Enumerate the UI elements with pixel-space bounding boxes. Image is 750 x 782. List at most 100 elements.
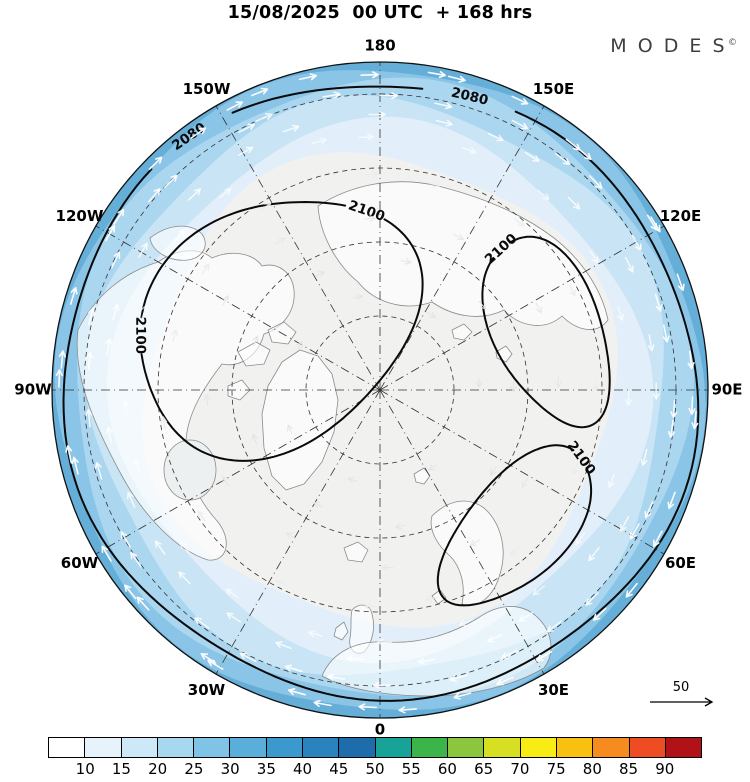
wind-arrow xyxy=(326,673,346,681)
longitude-label: 150W xyxy=(183,80,231,98)
wind-arrow xyxy=(164,174,178,189)
wind-arrow xyxy=(190,127,207,139)
wind-arrow xyxy=(653,530,663,548)
wind-arrow xyxy=(284,664,303,673)
wind-arrow xyxy=(688,396,696,415)
wind-arrow xyxy=(546,620,562,633)
wind-arrow xyxy=(567,196,581,210)
longitude-line xyxy=(379,105,545,391)
colorbar-tick-label: 25 xyxy=(184,760,204,778)
wind-arrow xyxy=(427,70,447,78)
coastline xyxy=(431,589,447,605)
wind-arrow xyxy=(255,113,273,122)
contour-2100 xyxy=(481,235,611,429)
wind-arrow xyxy=(588,547,600,562)
coastline xyxy=(451,323,473,341)
wind-arrow xyxy=(667,491,676,510)
longitude-label: 60E xyxy=(665,554,696,572)
wind-arrow xyxy=(225,588,239,599)
colorbar-tick-label: 40 xyxy=(293,760,313,778)
wind-arrow xyxy=(276,579,288,587)
wind-arrow xyxy=(105,426,113,444)
wind-arrow xyxy=(500,649,518,659)
colorbar-tick-label: 75 xyxy=(546,760,566,778)
coastline xyxy=(76,250,295,561)
wind-arrow xyxy=(138,242,148,258)
wind-arrow xyxy=(200,653,217,664)
wind-arrow xyxy=(652,382,660,400)
wind-arrow xyxy=(239,652,257,663)
wind-arrow xyxy=(259,203,272,211)
contour-2100 xyxy=(436,444,593,607)
wind-arrow xyxy=(536,650,553,662)
wind-arrow xyxy=(251,433,258,445)
longitude-label: 0 xyxy=(375,721,385,736)
wind-arrow xyxy=(252,335,259,346)
wind-arrow xyxy=(141,304,149,320)
wind-arrow xyxy=(577,147,592,160)
wind-arrow xyxy=(154,540,166,555)
colorbar-segment xyxy=(121,738,158,757)
wind-arrow xyxy=(453,692,472,700)
wind-arrow xyxy=(650,216,661,233)
longitude-label: 90W xyxy=(14,381,52,399)
colorbar-segment xyxy=(230,738,267,757)
wind-arrow xyxy=(427,311,436,319)
coastline xyxy=(333,621,349,641)
contour-2080 xyxy=(62,110,700,702)
wind-arrow xyxy=(363,215,376,222)
colorbar-tick-label: 50 xyxy=(365,760,385,778)
coastline xyxy=(317,181,609,330)
wind-arrow xyxy=(88,307,96,326)
colorbar-tick-label: 65 xyxy=(474,760,494,778)
wind-arrow xyxy=(368,110,386,118)
wind-arrow xyxy=(647,334,655,352)
wind-arrow xyxy=(381,564,394,571)
wind-arrow xyxy=(346,655,364,662)
colorbar-segment xyxy=(302,738,340,757)
colorbar-segment xyxy=(49,738,86,757)
wind-arrow xyxy=(510,381,518,393)
wind-arrow xyxy=(358,133,374,141)
wind-arrow xyxy=(85,409,93,428)
wind-arrow xyxy=(398,706,417,714)
longitude-label: 60W xyxy=(61,554,99,572)
wind-arrow xyxy=(670,399,678,419)
wind-arrow xyxy=(171,329,178,343)
wind-arrow xyxy=(127,491,136,508)
wind-arrow xyxy=(298,73,317,81)
brand-copyright-mark: © xyxy=(728,37,737,48)
wind-arrow xyxy=(222,475,229,487)
longitude-line xyxy=(379,389,545,675)
wind-arrow xyxy=(589,175,603,189)
wind-arrow xyxy=(372,681,392,689)
wind-arrow xyxy=(69,287,78,305)
wind-arrow xyxy=(101,545,112,562)
wind-arrow xyxy=(364,603,378,610)
wind-arrow xyxy=(188,188,201,201)
wind-arrow xyxy=(532,585,545,596)
colorbar-tick-label: 30 xyxy=(220,760,240,778)
longitude-line xyxy=(215,389,381,675)
longitude-label: 150E xyxy=(533,80,575,98)
wind-arrow xyxy=(124,584,137,600)
wind-arrow xyxy=(238,146,254,156)
wind-arrow xyxy=(365,170,379,178)
colorbar-segment xyxy=(194,738,231,757)
colorbar-tick-label: 55 xyxy=(401,760,421,778)
reference-arrow: 50 xyxy=(650,680,714,707)
map-rim xyxy=(51,61,709,719)
wind-arrow xyxy=(65,445,73,464)
wind-arrow xyxy=(55,369,63,388)
colorbar-segment xyxy=(339,738,376,757)
coastline xyxy=(413,467,431,485)
wind-arrow xyxy=(203,393,211,406)
wind-arrow xyxy=(496,676,514,686)
wind-arrow xyxy=(511,119,529,130)
wind-arrow xyxy=(489,466,497,476)
wind-arrow xyxy=(535,302,542,314)
wind-arrow xyxy=(640,448,648,466)
wind-arrow xyxy=(160,416,168,430)
wind-arrow xyxy=(376,638,393,646)
